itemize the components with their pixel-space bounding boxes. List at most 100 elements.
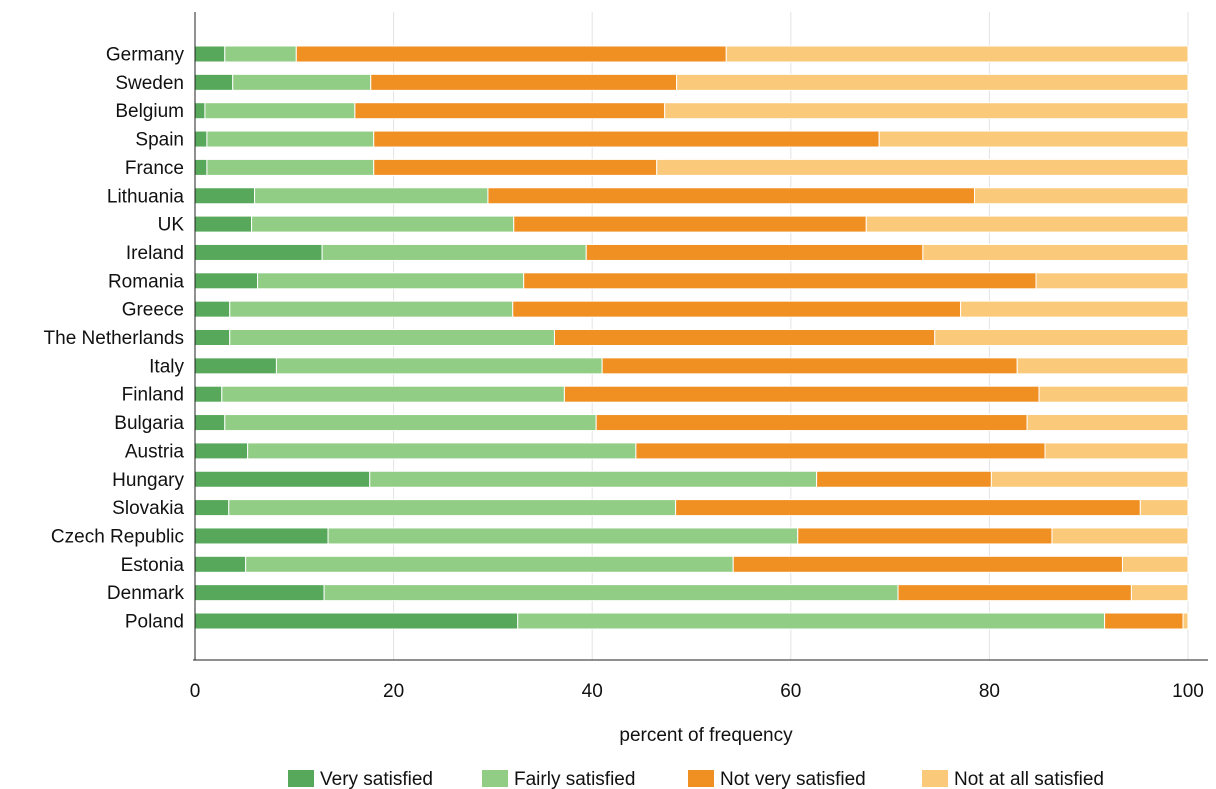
bar-sweden-series-2 xyxy=(370,73,678,91)
bar-the-netherlands-series-1 xyxy=(229,329,555,346)
bar-czech-republic-series-2 xyxy=(797,527,1053,545)
bar-lithuania-series-0 xyxy=(194,187,256,205)
category-label: Lithuania xyxy=(107,186,185,207)
category-label: Finland xyxy=(122,385,184,406)
x-axis-title: percent of frequency xyxy=(619,725,793,746)
bar-czech-republic-series-0 xyxy=(194,527,329,545)
bar-germany-series-3 xyxy=(725,45,1189,63)
bar-ireland-series-3 xyxy=(922,243,1189,261)
bars xyxy=(194,45,1189,630)
bar-austria-series-0 xyxy=(194,442,249,460)
bar-czech-republic-series-3 xyxy=(1051,527,1189,545)
x-tick-label: 40 xyxy=(582,681,603,702)
category-label: The Netherlands xyxy=(44,328,184,349)
bar-greece-series-3 xyxy=(960,300,1189,318)
bar-ireland-series-1 xyxy=(321,243,587,261)
bar-the-netherlands-series-3 xyxy=(934,329,1189,346)
bar-hungary-series-0 xyxy=(194,470,371,488)
bar-estonia-series-2 xyxy=(732,555,1123,573)
bar-germany-series-1 xyxy=(224,45,297,63)
bar-hungary-series-1 xyxy=(369,470,818,488)
bar-romania-series-3 xyxy=(1035,272,1189,290)
bar-denmark-series-1 xyxy=(323,584,899,602)
x-tick-labels: 0 20 40 60 80 100 xyxy=(190,681,1204,702)
category-label: Italy xyxy=(149,356,184,377)
bar-poland-series-2 xyxy=(1104,612,1184,630)
bar-spain-series-3 xyxy=(878,130,1189,148)
bar-belgium-series-0 xyxy=(194,102,206,120)
axes xyxy=(193,12,1208,661)
bar-estonia-series-0 xyxy=(194,555,247,573)
bar-finland-series-3 xyxy=(1038,385,1189,403)
category-label: Slovakia xyxy=(112,498,184,519)
category-label: Poland xyxy=(125,612,184,633)
legend-label-0: Very satisfied xyxy=(320,769,433,789)
category-label: Denmark xyxy=(107,583,185,604)
bar-romania-series-2 xyxy=(523,272,1037,290)
bar-austria-series-1 xyxy=(247,442,637,460)
bar-sweden-series-0 xyxy=(194,73,234,91)
bar-bulgaria-series-2 xyxy=(595,414,1028,432)
category-label: Spain xyxy=(135,130,184,151)
bar-slovakia-series-0 xyxy=(194,499,230,517)
bar-lithuania-series-1 xyxy=(254,187,489,205)
bar-spain-series-2 xyxy=(373,130,880,148)
bar-uk-series-0 xyxy=(194,215,253,233)
bar-france-series-0 xyxy=(194,158,208,176)
bar-hungary-series-3 xyxy=(990,470,1189,488)
category-label: Greece xyxy=(122,300,184,321)
bar-romania-series-1 xyxy=(257,272,525,290)
category-label: Romania xyxy=(108,271,184,292)
category-label: Hungary xyxy=(112,470,184,491)
legend-swatch-2 xyxy=(688,770,714,787)
x-tick-label: 0 xyxy=(190,681,201,702)
bar-germany-series-2 xyxy=(295,45,727,63)
legend-label-1: Fairly satisfied xyxy=(514,769,635,789)
bar-uk-series-1 xyxy=(251,215,515,233)
category-label: Sweden xyxy=(115,73,184,94)
bar-slovakia-series-2 xyxy=(675,499,1141,517)
bar-belgium-series-2 xyxy=(354,102,666,120)
bar-france-series-1 xyxy=(206,158,375,176)
legend-swatch-3 xyxy=(922,770,948,787)
bar-greece-series-0 xyxy=(194,300,231,318)
bar-poland-series-3 xyxy=(1182,612,1189,630)
bar-finland-series-0 xyxy=(194,385,223,403)
bar-lithuania-series-3 xyxy=(974,187,1189,205)
bar-bulgaria-series-3 xyxy=(1026,414,1189,432)
legend-label-3: Not at all satisfied xyxy=(954,769,1104,789)
bar-romania-series-0 xyxy=(194,272,259,290)
bar-italy-series-2 xyxy=(601,357,1018,375)
category-label: UK xyxy=(158,215,185,236)
bar-belgium-series-3 xyxy=(664,102,1189,120)
bar-bulgaria-series-1 xyxy=(224,414,597,432)
x-tick-label: 60 xyxy=(780,681,801,702)
bar-spain-series-1 xyxy=(206,130,375,148)
bar-austria-series-3 xyxy=(1044,442,1189,460)
bar-austria-series-2 xyxy=(635,442,1046,460)
category-label: Bulgaria xyxy=(114,413,184,434)
legend-swatch-0 xyxy=(288,770,314,787)
bar-poland-series-1 xyxy=(517,612,1106,630)
bar-belgium-series-1 xyxy=(204,102,356,120)
bar-denmark-series-3 xyxy=(1130,584,1189,602)
bar-denmark-series-0 xyxy=(194,584,325,602)
category-label: Estonia xyxy=(121,555,185,576)
category-labels: Germany Sweden Belgium Spain France Lithuania… xyxy=(44,45,185,633)
bar-ireland-series-0 xyxy=(194,243,323,261)
legend: Very satisfied Fairly satisfied Not very s… xyxy=(288,769,1104,789)
legend-swatch-1 xyxy=(482,770,508,787)
bar-finland-series-1 xyxy=(221,385,565,403)
bar-uk-series-3 xyxy=(865,215,1189,233)
x-tick-label: 100 xyxy=(1172,681,1204,702)
category-label: France xyxy=(125,158,184,179)
x-tick-label: 20 xyxy=(383,681,404,702)
bar-spain-series-0 xyxy=(194,130,208,148)
bar-czech-republic-series-1 xyxy=(327,527,799,545)
bar-poland-series-0 xyxy=(194,612,519,630)
category-label: Austria xyxy=(125,441,185,462)
bar-slovakia-series-1 xyxy=(228,499,677,517)
bar-italy-series-1 xyxy=(275,357,603,375)
bar-germany-series-0 xyxy=(194,45,226,63)
